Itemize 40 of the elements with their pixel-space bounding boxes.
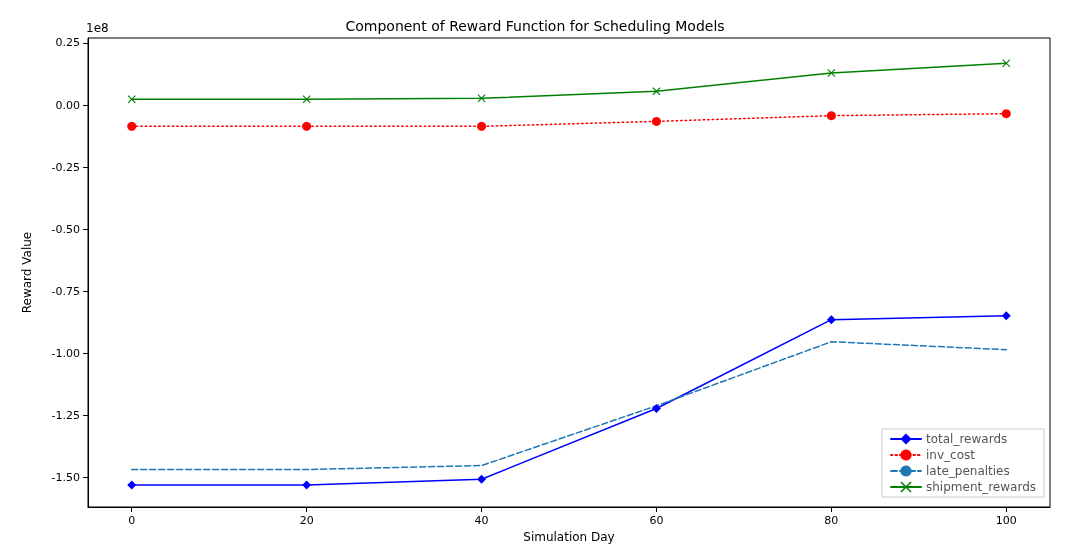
x-tick-label: 100 — [995, 514, 1017, 527]
point — [127, 95, 136, 104]
point — [302, 480, 312, 490]
point — [302, 121, 312, 131]
point — [127, 121, 137, 131]
y-tick-label: 0.00 — [55, 98, 80, 112]
point — [302, 95, 311, 104]
y-axis-title: Reward Value — [20, 231, 34, 314]
legend-label: inv_cost — [926, 448, 976, 462]
point — [826, 315, 836, 325]
point — [477, 121, 487, 131]
point — [127, 480, 137, 490]
y-tick-label: -1.00 — [51, 346, 80, 360]
point — [1001, 311, 1011, 321]
x-tick-label: 0 — [128, 514, 136, 527]
point — [652, 87, 661, 96]
point — [651, 403, 661, 413]
point — [477, 94, 486, 103]
y-tick-label: -1.25 — [51, 408, 80, 422]
point — [651, 116, 661, 126]
x-tick-label: 80 — [824, 514, 839, 527]
legend-label: late_penalties — [926, 464, 1010, 478]
chart-title: Component of Reward Function for Scheduling Models — [345, 18, 725, 34]
point — [477, 474, 487, 484]
y-tick-label: 0.25 — [55, 36, 80, 50]
x-tick-label: 20 — [299, 514, 314, 527]
point — [1002, 59, 1011, 68]
legend-label: shipment_rewards — [926, 480, 1037, 494]
point — [1001, 109, 1011, 119]
legend-label: total_rewards — [926, 432, 1008, 446]
y-tick-label: -0.75 — [51, 284, 80, 298]
y-tick-label: -0.50 — [51, 222, 80, 236]
x-tick-label: 40 — [474, 514, 489, 527]
x-tick-label: 60 — [649, 514, 664, 527]
point — [826, 111, 836, 121]
point — [827, 68, 836, 77]
y-tick-label: -1.50 — [51, 470, 80, 484]
x-axis-title: Simulation Day — [523, 530, 615, 544]
y-tick-label: -0.25 — [51, 160, 80, 174]
text: 1e8 — [86, 21, 109, 35]
